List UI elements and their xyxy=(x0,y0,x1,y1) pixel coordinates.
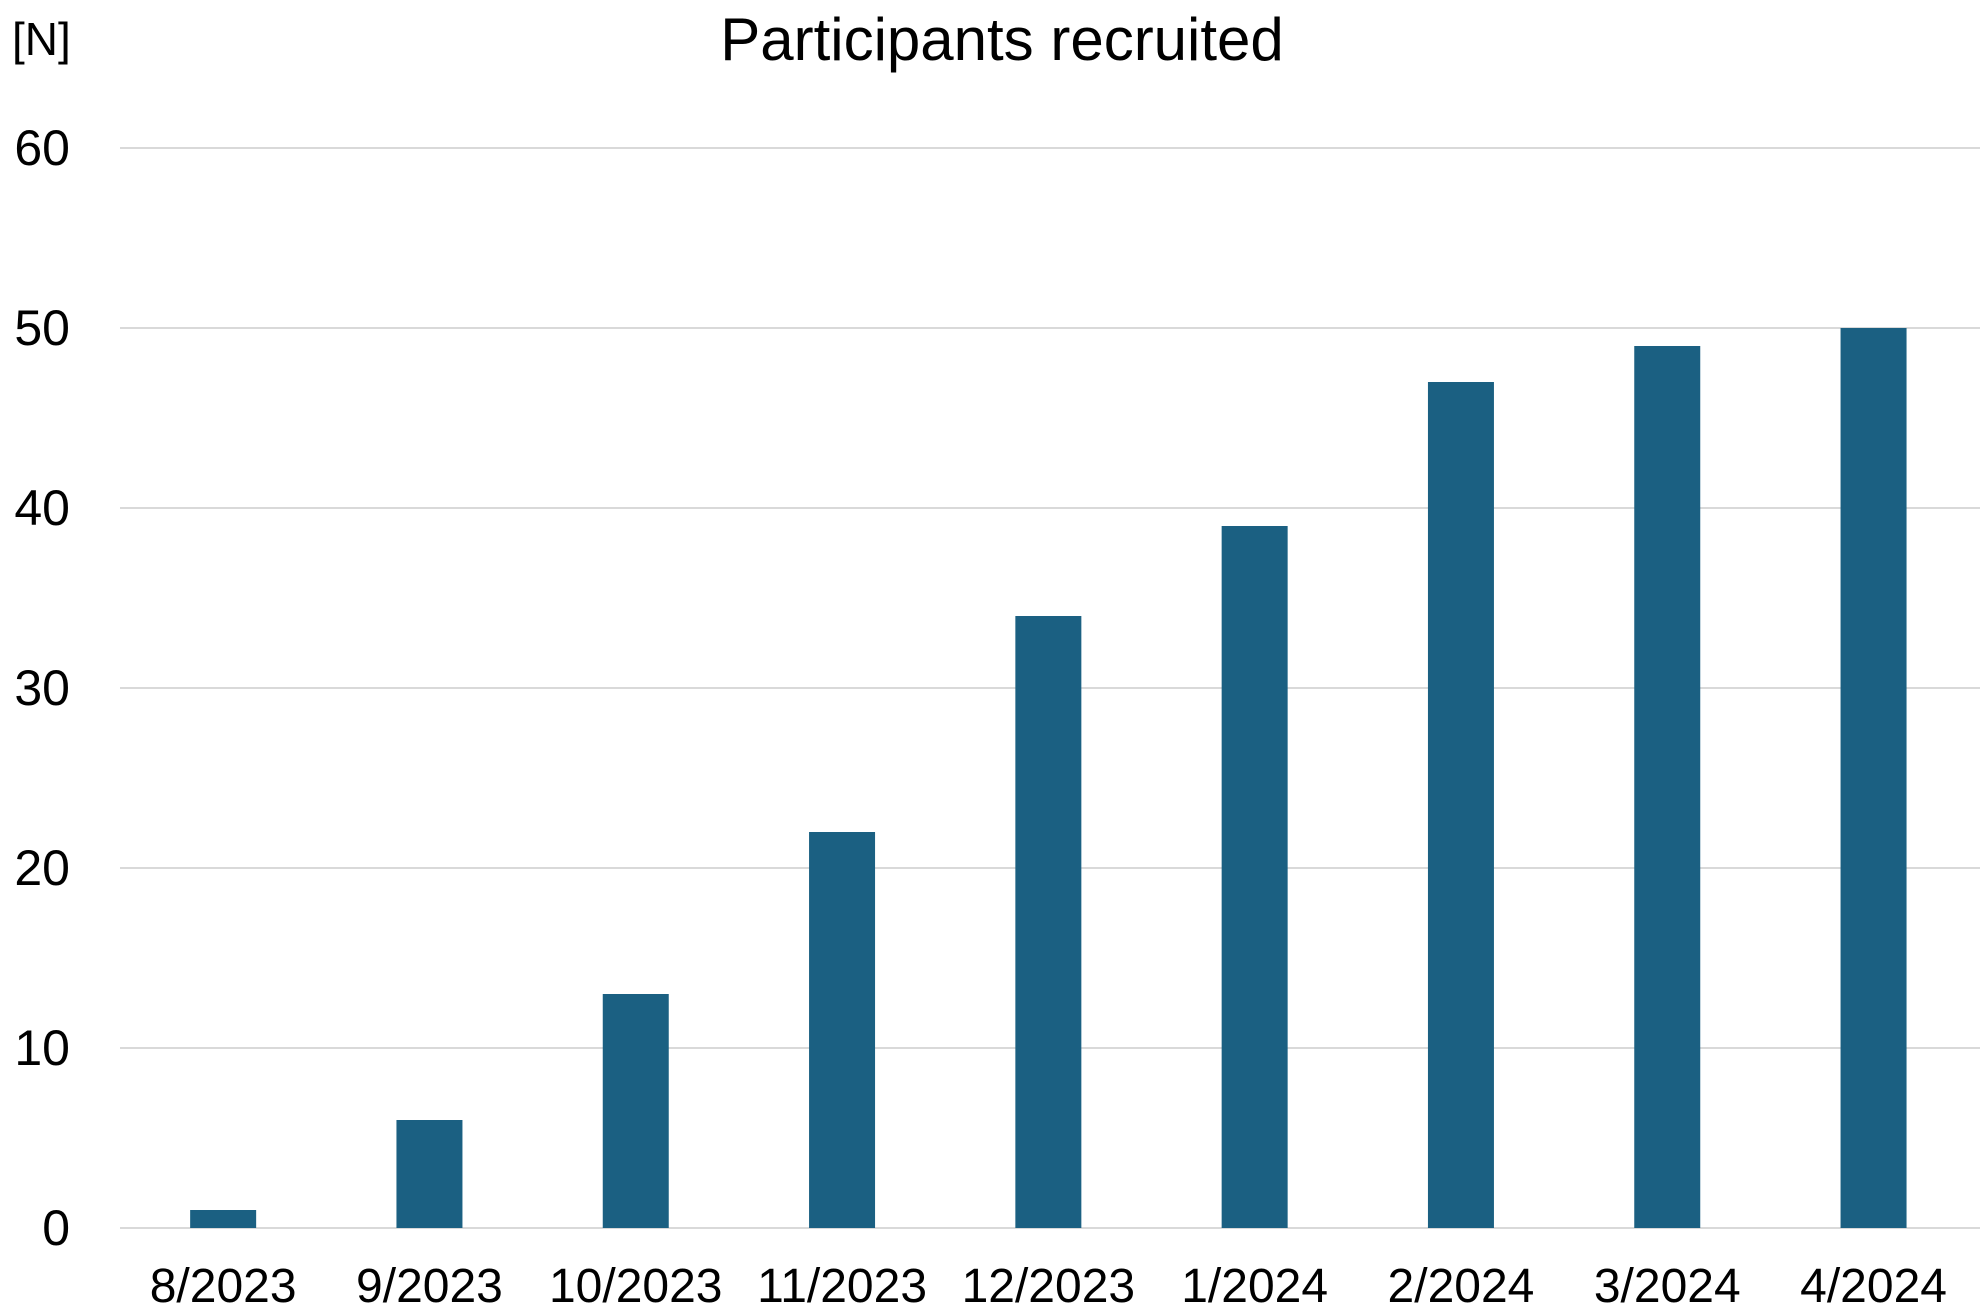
bars xyxy=(190,328,1907,1228)
x-tick-label: 2/2024 xyxy=(1388,1260,1535,1311)
y-tick-label: 10 xyxy=(14,1020,70,1076)
bar xyxy=(602,994,669,1228)
x-tick-label: 11/2023 xyxy=(757,1260,927,1311)
bar xyxy=(1840,328,1907,1228)
x-tick-label: 4/2024 xyxy=(1800,1260,1947,1311)
y-tick-label: 50 xyxy=(14,300,70,356)
x-tick-label: 3/2024 xyxy=(1594,1260,1741,1311)
y-axis-unit-label: [N] xyxy=(12,13,71,65)
x-tick-label: 12/2023 xyxy=(962,1260,1136,1311)
x-axis-tick-labels: 8/2023 9/2023 10/2023 11/2023 12/2023 1/2024 2… xyxy=(150,1260,1947,1311)
y-tick-label: 60 xyxy=(14,120,70,176)
y-axis-tick-labels: 0 10 20 30 40 50 60 xyxy=(14,120,70,1256)
y-tick-label: 0 xyxy=(42,1200,70,1256)
bar xyxy=(1221,526,1288,1228)
x-tick-label: 10/2023 xyxy=(549,1260,723,1311)
x-tick-label: 9/2023 xyxy=(356,1260,503,1311)
bar xyxy=(1015,616,1082,1228)
bar xyxy=(809,832,876,1228)
x-tick-label: 1/2024 xyxy=(1181,1260,1328,1311)
y-tick-label: 30 xyxy=(14,660,70,716)
y-tick-label: 20 xyxy=(14,840,70,896)
bar xyxy=(1634,346,1701,1228)
chart-title: Participants recruited xyxy=(720,6,1284,73)
x-tick-label: 8/2023 xyxy=(150,1260,297,1311)
y-tick-label: 40 xyxy=(14,480,70,536)
bar xyxy=(396,1120,463,1228)
bar xyxy=(190,1210,257,1228)
bar xyxy=(1427,382,1494,1228)
